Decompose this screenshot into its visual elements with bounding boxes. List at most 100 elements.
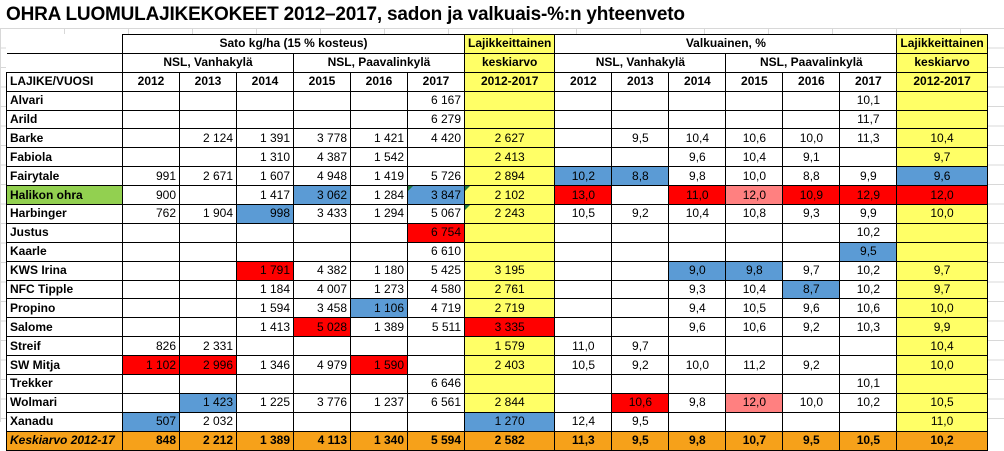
table-row: SW Mitja 1 102 2 996 1 346 4 979 1 590 2 403 10… (6, 355, 988, 376)
protein-cell: 9,6 (782, 298, 841, 319)
protein-cell (554, 298, 613, 319)
protein-cell: 9,6 (668, 317, 727, 338)
yield-cell (293, 241, 351, 262)
protein-cell (611, 317, 670, 338)
yield-cell (236, 336, 294, 357)
yield-cell: 4 580 (407, 279, 465, 300)
protein-cell: 9,2 (782, 355, 841, 376)
protein-cell: 9,9 (839, 204, 898, 224)
protein-cell (611, 279, 670, 300)
yield-cell: 4 387 (293, 147, 351, 168)
yield-cell (293, 336, 351, 357)
protein-cell (554, 128, 613, 149)
yield-cell (122, 222, 180, 243)
year-header: 2015 (293, 71, 351, 92)
yield-cell: 6 754 (407, 222, 465, 243)
protein-cell (611, 260, 670, 281)
yield-cell: 3 062 (293, 185, 351, 206)
yield-average-year-cell: 2 212 (179, 430, 237, 451)
yield-cell (407, 147, 465, 168)
protein-cell (782, 336, 841, 357)
yield-cell (122, 392, 180, 413)
yield-cell: 1 389 (350, 317, 408, 338)
protein-cell: 11,2 (725, 355, 784, 376)
protein-cell: 11,0 (554, 336, 613, 357)
yield-cell: 6 279 (407, 109, 465, 130)
variety-name: Salome (6, 317, 123, 338)
protein-cell (554, 279, 613, 300)
protein-cell: 10,2 (839, 222, 898, 243)
yield-cell: 5 511 (407, 317, 465, 338)
protein-average-cell (896, 90, 988, 111)
yield-group-header: Sato kg/ha (15 % kosteus) (122, 34, 465, 54)
yield-cell: 6 561 (407, 392, 465, 413)
variety-name: SW Mitja (6, 355, 123, 376)
yield-cell: 4 420 (407, 128, 465, 149)
protein-cell (611, 222, 670, 243)
year-header: 2016 (782, 71, 841, 92)
yield-cell (179, 374, 237, 394)
protein-cell (668, 109, 727, 130)
yield-cell: 1 273 (350, 279, 408, 300)
yield-cell: 5 726 (407, 166, 465, 187)
yield-average-year-cell: 1 389 (236, 430, 294, 451)
yield-cell: 1 346 (236, 355, 294, 376)
protein-cell: 9,5 (839, 241, 898, 262)
protein-cell (554, 374, 613, 394)
yield-cell: 1 225 (236, 392, 294, 413)
yield-average-cell (463, 374, 556, 394)
year-header: 2014 (236, 71, 294, 92)
yield-cell (179, 222, 237, 243)
yield-cell (179, 241, 237, 262)
yield-site-vanhakyla: NSL, Vanhakylä (122, 52, 294, 73)
protein-cell: 9,2 (782, 317, 841, 338)
protein-cell: 10,6 (611, 392, 670, 413)
yield-cell (350, 374, 408, 394)
yield-cell (122, 147, 180, 168)
protein-group-header: Valkuainen, % (554, 34, 898, 54)
protein-cell (554, 222, 613, 243)
protein-average-year-cell: 9,5 (611, 430, 670, 451)
yield-cell (407, 355, 465, 376)
protein-cell: 9,3 (782, 204, 841, 224)
average-row: Keskiarvo 2012-17 848 2 212 1 389 4 113 1 340… (6, 430, 988, 451)
yield-cell: 1 180 (350, 260, 408, 281)
protein-cell: 10,5 (554, 355, 613, 376)
yield-cell: 998 (236, 204, 294, 224)
protein-cell: 10,2 (839, 279, 898, 300)
protein-average-cell: 9,9 (896, 317, 988, 338)
yield-cell: 3 776 (293, 392, 351, 413)
year-header: 2012 (554, 71, 613, 92)
yield-average-cell: 2 627 (463, 128, 556, 149)
yield-cell (293, 90, 351, 111)
protein-average-cell: 9,7 (896, 260, 988, 281)
protein-average-cell: 10,5 (896, 392, 988, 413)
variety-name: Streif (6, 336, 123, 357)
protein-cell: 11,7 (839, 109, 898, 130)
year-header: 2017 (839, 71, 898, 92)
yield-cell (350, 109, 408, 130)
table-row: Wolmari 1 423 1 225 3 776 1 237 6 561 2 844 10,… (6, 392, 988, 413)
yield-cell (350, 336, 408, 357)
protein-cell: 9,2 (611, 204, 670, 224)
yield-average-year-cell: 848 (122, 430, 180, 451)
yield-average-cell: 3 335 (463, 317, 556, 338)
protein-cell (611, 374, 670, 394)
protein-avg-header-line1: Lajikkeittainen (896, 34, 988, 54)
yield-cell: 5 028 (293, 317, 351, 338)
protein-cell (554, 90, 613, 111)
yield-cell: 1 391 (236, 128, 294, 149)
year-header: 2017 (407, 71, 465, 92)
protein-cell: 10,8 (725, 204, 784, 224)
protein-average-cell: 9,7 (896, 279, 988, 300)
protein-avg-header-line2: keskiarvo (896, 52, 988, 73)
protein-overall-average-cell: 10,2 (896, 430, 988, 451)
row-label-header: LAJIKE/VUOSI (6, 71, 123, 92)
yield-cell: 1 184 (236, 279, 294, 300)
table-row: NFC Tipple 1 184 4 007 1 273 4 580 2 761 9,3 10… (6, 279, 988, 300)
yield-cell (179, 185, 237, 206)
yield-avg-header-line3: 2012-2017 (463, 71, 556, 92)
yield-cell (179, 298, 237, 319)
variety-name: Alvari (6, 90, 123, 111)
yield-cell (236, 90, 294, 111)
